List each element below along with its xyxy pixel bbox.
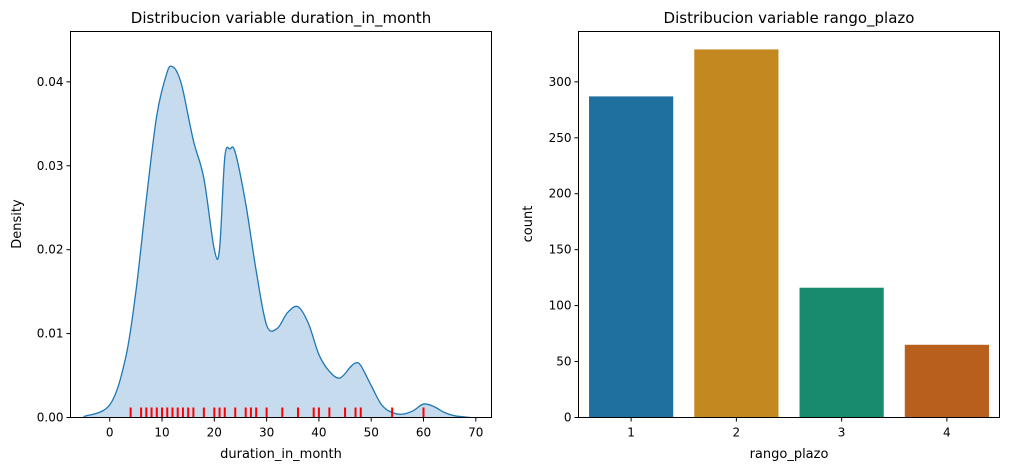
density-x-axis-label: duration_in_month: [220, 447, 342, 462]
y-tick-label: 0: [564, 411, 572, 425]
density-chart-title: Distribucion variable duration_in_month: [131, 9, 431, 28]
density-area: [83, 66, 471, 418]
x-tick-label: 4: [943, 426, 951, 440]
x-tick-label: 2: [733, 426, 741, 440]
bar-chart-title: Distribucion variable rango_plazo: [664, 9, 915, 28]
bar-y-axis: 0 50 100 150 200 250 300: [549, 75, 579, 425]
y-tick-label: 100: [549, 299, 572, 313]
x-tick-label: 40: [311, 426, 326, 440]
y-tick-label: 250: [549, 131, 572, 145]
x-tick-label: 50: [364, 426, 379, 440]
x-tick-label: 10: [154, 426, 169, 440]
density-y-axis: 0.00 0.01 0.02 0.03 0.04: [37, 75, 71, 425]
x-tick-label: 1: [627, 426, 635, 440]
x-tick-label: 0: [106, 426, 114, 440]
y-tick-label: 200: [549, 187, 572, 201]
density-curve: [83, 65, 471, 419]
bar-y-axis-label: count: [521, 206, 536, 243]
y-tick-label: 0.04: [37, 75, 64, 89]
x-tick-label: 20: [207, 426, 222, 440]
x-tick-label: 3: [838, 426, 846, 440]
density-x-axis: 0 10 20 30 40 50 60 70: [106, 417, 483, 440]
y-tick-label: 150: [549, 243, 572, 257]
bar-x-axis-label: rango_plazo: [750, 447, 829, 462]
x-tick-label: 60: [416, 426, 431, 440]
density-chart: Distribucion variable duration_in_month …: [10, 9, 492, 462]
bar-3: [799, 287, 884, 418]
x-tick-label: 30: [259, 426, 274, 440]
y-tick-label: 50: [556, 355, 571, 369]
y-tick-label: 300: [549, 75, 572, 89]
density-plot-area: [83, 65, 471, 419]
density-plot-frame: [70, 31, 492, 418]
bar-2: [694, 49, 779, 418]
y-tick-label: 0.01: [37, 327, 64, 341]
x-tick-label: 70: [468, 426, 483, 440]
density-y-axis-label: Density: [10, 199, 25, 249]
y-tick-label: 0.02: [37, 243, 64, 257]
y-tick-label: 0.00: [37, 411, 64, 425]
bar-4: [904, 344, 989, 418]
bar-plot-area: [589, 49, 989, 418]
bar-chart: Distribucion variable rango_plazo 1 2 3 4 0…: [521, 9, 1000, 462]
bar-x-axis: 1 2 3 4: [627, 417, 951, 440]
bar-plot-frame: [578, 31, 1000, 418]
y-tick-label: 0.03: [37, 159, 64, 173]
bar-1: [589, 96, 674, 418]
